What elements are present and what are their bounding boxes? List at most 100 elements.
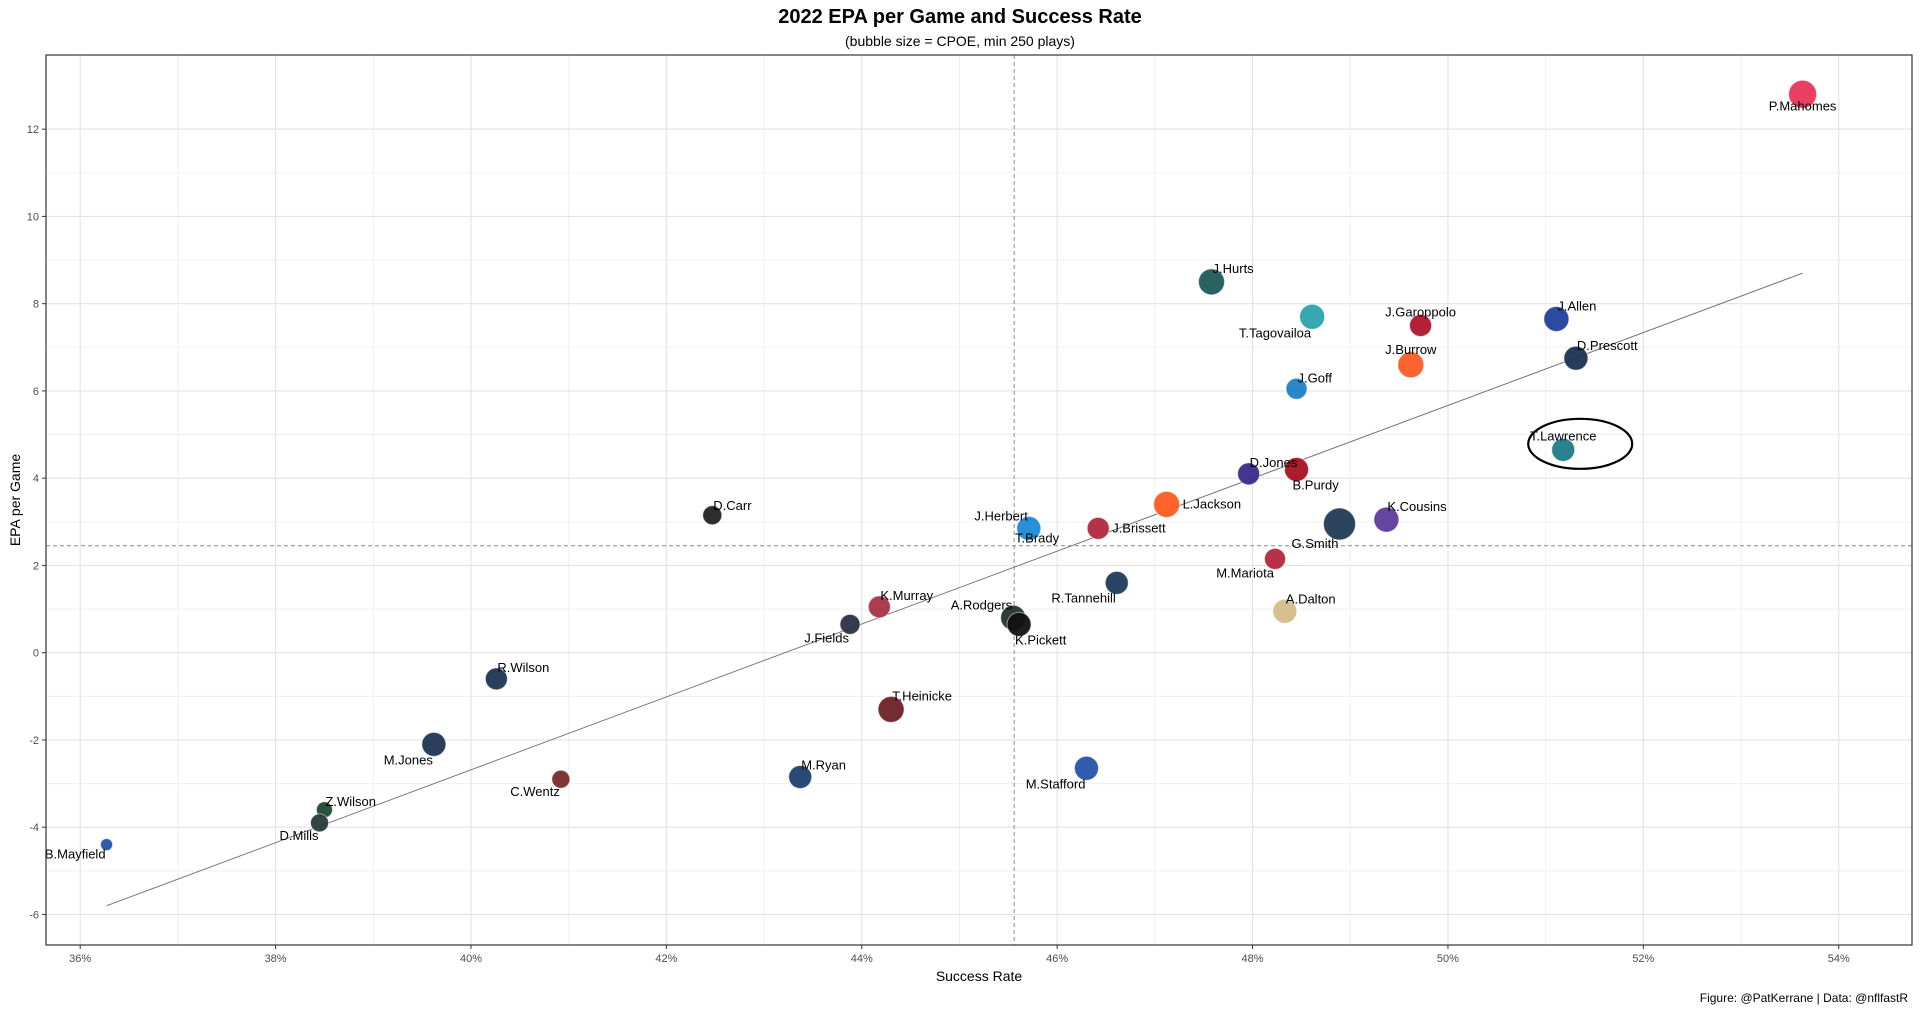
label-m-jones: M.Jones [384, 752, 434, 767]
trend-line [106, 272, 1803, 907]
label-t-heinicke: T.Heinicke [892, 688, 952, 703]
x-tick-label: 54% [1828, 953, 1850, 965]
label-m-stafford: M.Stafford [1026, 776, 1086, 791]
label-t-lawrence: T.Lawrence [1530, 428, 1596, 443]
label-d-carr: D.Carr [713, 498, 752, 513]
point-d-carr [702, 505, 723, 526]
y-tick-label: 2 [33, 560, 39, 572]
label-r-wilson: R.Wilson [497, 660, 549, 675]
point-j-brissett [1086, 516, 1110, 540]
point-r-tannehill [1104, 570, 1129, 595]
chart-caption: Figure: @PatKerrane | Data: @nflfastR [1699, 991, 1908, 1005]
point-k-pickett [1006, 611, 1032, 637]
point-t-tagovailoa [1299, 303, 1326, 330]
label-b-mayfield: B.Mayfield [45, 847, 106, 862]
y-tick-label: 0 [33, 648, 39, 660]
x-tick-label: 38% [265, 953, 287, 965]
x-tick-label: 42% [655, 953, 677, 965]
point-m-mariota [1264, 547, 1287, 570]
y-tick-label: -6 [29, 909, 39, 921]
x-tick-label: 50% [1437, 953, 1459, 965]
label-z-wilson: Z.Wilson [325, 794, 376, 809]
point-j-hurts [1198, 268, 1226, 296]
point-labels: P.Mahomes J.Hurts T.Tagovailoa J.Garoppolo J… [45, 98, 1837, 861]
label-d-jones: D.Jones [1250, 455, 1298, 470]
chart-subtitle: (bubble size = CPOE, min 250 plays) [845, 33, 1075, 49]
y-tick-label: 10 [27, 211, 39, 223]
label-m-mariota: M.Mariota [1216, 565, 1275, 580]
point-p-mahomes [1788, 79, 1818, 109]
point-t-heinicke [877, 695, 905, 723]
x-tick-label: 36% [69, 953, 91, 965]
label-c-wentz: C.Wentz [510, 784, 560, 799]
point-k-murray [867, 595, 891, 619]
y-tick-label: 4 [33, 473, 39, 485]
point-c-wentz [551, 769, 571, 789]
label-j-hurts: J.Hurts [1213, 261, 1255, 276]
label-j-goff: J.Goff [1298, 370, 1333, 385]
point-d-mills [310, 813, 330, 833]
point-m-ryan [788, 765, 813, 790]
x-axis-title: Success Rate [936, 968, 1023, 984]
label-p-mahomes: P.Mahomes [1769, 98, 1837, 113]
label-t-brady: T.Brady [1015, 531, 1060, 546]
label-b-purdy: B.Purdy [1293, 477, 1340, 492]
grid-lines [46, 55, 1912, 945]
y-tick-label: 6 [33, 386, 39, 398]
point-j-burrow [1397, 351, 1425, 379]
label-j-brissett: J.Brissett [1112, 520, 1166, 535]
reference-lines [46, 55, 1912, 945]
x-tick-label: 46% [1046, 953, 1068, 965]
point-g-smith [1322, 507, 1356, 541]
label-d-mills: D.Mills [280, 828, 319, 843]
label-j-garoppolo: J.Garoppolo [1385, 304, 1456, 319]
point-b-purdy [1284, 456, 1310, 482]
label-t-tagovailoa: T.Tagovailoa [1239, 325, 1312, 340]
point-j-garoppolo [1409, 313, 1433, 337]
point-j-herbert [1016, 515, 1042, 541]
x-tick-label: 40% [460, 953, 482, 965]
point-b-mayfield [100, 838, 114, 852]
data-points [100, 79, 1818, 852]
y-tick-label: 8 [33, 299, 39, 311]
y-tick-label: -2 [29, 735, 39, 747]
chart-title: 2022 EPA per Game and Success Rate [778, 6, 1142, 28]
point-d-jones [1237, 462, 1261, 486]
point-a-dalton [1272, 598, 1298, 624]
x-tick-label: 48% [1242, 953, 1264, 965]
label-r-tannehill: R.Tannehill [1051, 590, 1115, 605]
label-j-herbert: J.Herbert [974, 508, 1028, 523]
label-j-burrow: J.Burrow [1385, 342, 1437, 357]
label-m-ryan: M.Ryan [801, 758, 846, 773]
x-tick-label: 44% [851, 953, 873, 965]
point-j-allen [1543, 305, 1570, 332]
highlight-ellipse [1527, 417, 1634, 470]
label-a-rodgers: A.Rodgers [951, 597, 1013, 612]
plot-panel-border [45, 54, 1913, 946]
point-d-prescott [1563, 345, 1589, 371]
label-k-pickett: K.Pickett [1015, 632, 1067, 647]
regression-line [106, 272, 1803, 907]
x-tick-label: 52% [1632, 953, 1654, 965]
point-k-cousins [1373, 506, 1400, 533]
point-l-jackson [1153, 490, 1181, 518]
point-j-fields [839, 613, 861, 635]
point-m-stafford [1073, 755, 1099, 781]
label-a-dalton: A.Dalton [1286, 591, 1336, 606]
label-g-smith: G.Smith [1292, 536, 1339, 551]
point-t-lawrence [1551, 437, 1576, 462]
point-m-jones [421, 731, 447, 757]
label-j-allen: J.Allen [1557, 298, 1596, 313]
y-tick-label: 12 [27, 124, 39, 136]
x-axis-ticks: 36% 38% 40% 42% 44% 46% 48% 50% 52% 54% [69, 945, 1850, 965]
highlight-circle [1527, 417, 1634, 470]
y-axis-title: EPA per Game [7, 454, 23, 547]
y-axis-ticks: -6 -4 -2 0 2 4 6 8 10 12 [27, 124, 46, 921]
y-tick-label: -4 [29, 822, 39, 834]
label-l-jackson: L.Jackson [1183, 496, 1242, 511]
label-d-prescott: D.Prescott [1577, 338, 1638, 353]
label-k-cousins: K.Cousins [1387, 499, 1447, 514]
label-k-murray: K.Murray [880, 588, 933, 603]
label-j-fields: J.Fields [804, 630, 849, 645]
